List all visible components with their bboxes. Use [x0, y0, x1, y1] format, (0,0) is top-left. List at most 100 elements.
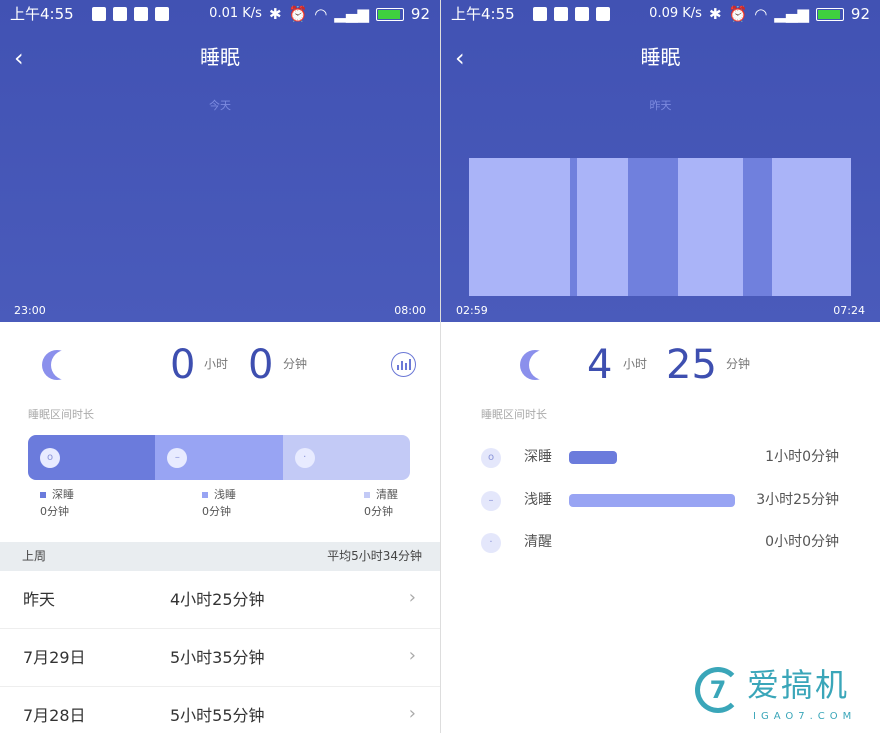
end-time: 07:24	[833, 304, 865, 317]
left-screen: 上午4:55 0.01 K/s ✱ ⏰ ◠ ▂▄▆ 92 ‹ 睡眠 今天 23:…	[0, 0, 440, 733]
moon-icon	[529, 350, 559, 380]
row-date: 昨天	[23, 590, 56, 609]
stage-deep: o 深睡 1小时0分钟	[441, 443, 880, 473]
chevron-right-icon: ›	[408, 703, 416, 724]
section-label: 睡眠区间时长	[28, 408, 94, 421]
notification-icons	[92, 7, 169, 21]
sleep-segment-deep	[627, 158, 678, 296]
deep-sleep-segment: o	[28, 435, 156, 480]
sleep-segment-light	[469, 158, 570, 296]
alarm-icon: ⏰	[288, 5, 308, 23]
back-button[interactable]: ‹	[14, 44, 24, 72]
minutes-value: 25	[666, 342, 717, 388]
stage-bar	[569, 494, 735, 507]
legend-value: 0分钟	[364, 505, 393, 518]
logo-text: 爱搞机	[747, 666, 850, 704]
legend-label: 浅睡	[214, 488, 236, 501]
sleep-segment-light	[577, 158, 628, 296]
divider	[440, 0, 441, 733]
history-row[interactable]: 7月28日 5小时55分钟 ›	[0, 687, 440, 733]
minutes-unit: 分钟	[726, 357, 751, 371]
logo-url: IGAO7.COM	[753, 711, 857, 722]
row-duration: 4小时25分钟	[170, 590, 265, 609]
status-bar: 上午4:55 0.01 K/s ✱ ⏰ ◠ ▂▄▆ 92	[0, 0, 440, 30]
back-button[interactable]: ‹	[455, 44, 465, 72]
battery-level: 92	[850, 5, 870, 23]
row-duration: 5小时35分钟	[170, 648, 265, 667]
sleep-segment-light	[678, 158, 743, 296]
stage-label: 浅睡	[524, 492, 552, 508]
alarm-icon: ⏰	[728, 5, 748, 23]
status-right: 0.09 K/s ✱ ⏰ ◠ ▂▄▆ 92	[649, 5, 870, 23]
row-duration: 5小时55分钟	[170, 706, 265, 725]
header: 上午4:55 0.09 K/s ✱ ⏰ ◠ ▂▄▆ 92 ‹ 睡眠 昨天 02:…	[441, 0, 880, 322]
battery-icon	[375, 7, 404, 21]
light-sleep-segment: –	[155, 435, 283, 480]
day-label: 今天	[209, 99, 231, 112]
battery-level: 92	[410, 5, 430, 23]
legend-light: 浅睡 0分钟	[202, 488, 236, 519]
watermark-logo: 7 爱搞机 IGAO7.COM	[695, 667, 875, 729]
sleeping-face-icon: o	[481, 448, 501, 468]
week-label: 上周	[22, 549, 47, 563]
legend-value: 0分钟	[40, 505, 69, 518]
sleepy-face-icon: –	[481, 491, 501, 511]
status-right: 0.01 K/s ✱ ⏰ ◠ ▂▄▆ 92	[209, 5, 430, 23]
stage-awake: · 清醒 0小时0分钟	[441, 528, 880, 558]
wifi-icon: ◠	[314, 5, 328, 23]
minutes-unit: 分钟	[283, 357, 308, 371]
legend-deep: 深睡 0分钟	[40, 488, 74, 519]
minutes-value: 0	[248, 342, 274, 388]
right-screen: 上午4:55 0.09 K/s ✱ ⏰ ◠ ▂▄▆ 92 ‹ 睡眠 昨天 02:…	[441, 0, 880, 733]
moon-icon	[51, 350, 81, 380]
sleep-segment-deep	[569, 158, 578, 296]
bluetooth-icon: ✱	[268, 5, 282, 23]
sleep-segment-light	[771, 158, 851, 296]
stage-bar	[569, 451, 618, 464]
stage-value: 3小时25分钟	[756, 492, 839, 508]
battery-icon	[815, 7, 844, 21]
week-header: 上周 平均5小时34分钟	[0, 542, 440, 571]
sleeping-face-icon: o	[40, 448, 60, 468]
sleepy-face-icon: –	[167, 448, 188, 468]
day-label: 昨天	[649, 99, 672, 112]
stage-label: 清醒	[524, 534, 552, 550]
net-speed: 0.09 K/s	[649, 6, 702, 21]
hours-unit: 小时	[204, 357, 229, 371]
start-time: 02:59	[456, 304, 488, 317]
stage-value: 0小时0分钟	[765, 534, 839, 550]
row-date: 7月28日	[23, 706, 86, 725]
legend-label: 深睡	[52, 488, 74, 501]
statistics-button[interactable]	[391, 352, 416, 377]
legend-swatch	[202, 492, 208, 498]
neutral-face-icon: ·	[481, 533, 501, 553]
status-bar: 上午4:55 0.09 K/s ✱ ⏰ ◠ ▂▄▆ 92	[441, 0, 880, 30]
signal-icon: ▂▄▆	[334, 5, 369, 23]
history-row[interactable]: 7月29日 5小时35分钟 ›	[0, 629, 440, 687]
chevron-right-icon: ›	[408, 587, 416, 608]
hours-value: 4	[587, 342, 613, 388]
end-time: 08:00	[394, 304, 426, 317]
history-row[interactable]: 昨天 4小时25分钟 ›	[0, 571, 440, 629]
hours-unit: 小时	[623, 357, 648, 371]
status-time: 上午4:55	[451, 5, 515, 23]
net-speed: 0.01 K/s	[209, 6, 262, 21]
week-average: 平均5小时34分钟	[327, 549, 422, 563]
chevron-right-icon: ›	[408, 645, 416, 666]
status-time: 上午4:55	[10, 5, 74, 23]
header: 上午4:55 0.01 K/s ✱ ⏰ ◠ ▂▄▆ 92 ‹ 睡眠 今天 23:…	[0, 0, 440, 322]
page-title: 睡眠	[200, 45, 240, 69]
legend-value: 0分钟	[202, 505, 231, 518]
sleep-chart	[469, 158, 851, 296]
legend-swatch	[40, 492, 46, 498]
start-time: 23:00	[14, 304, 46, 317]
hours-value: 0	[170, 342, 196, 388]
stage-value: 1小时0分钟	[765, 449, 839, 465]
sleep-segment-deep	[742, 158, 772, 296]
awake-segment: ·	[282, 435, 410, 480]
logo-mark: 7	[695, 667, 741, 713]
stage-light: – 浅睡 3小时25分钟	[441, 486, 880, 516]
notification-icons	[533, 7, 610, 21]
stage-bar: o – ·	[28, 435, 410, 480]
bluetooth-icon: ✱	[708, 5, 722, 23]
